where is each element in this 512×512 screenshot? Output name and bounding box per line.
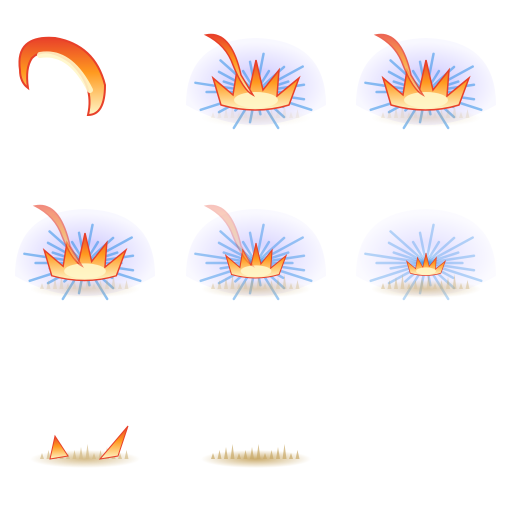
frame-3-impact <box>341 0 512 171</box>
frame-7-embers <box>0 341 171 512</box>
dust-cloud <box>30 444 140 469</box>
fire-streak <box>203 33 255 97</box>
frame-1-fire-streak <box>0 0 171 171</box>
frame-4-canvas <box>15 204 155 300</box>
dust-cloud <box>200 444 311 469</box>
ember-flares <box>49 426 129 461</box>
frame-4-burst <box>0 171 171 342</box>
frame-empty <box>341 341 512 512</box>
frame-7-canvas <box>30 426 140 469</box>
halo-glow <box>356 208 497 296</box>
frame-1-canvas <box>18 36 107 117</box>
frame-8-canvas <box>200 444 311 469</box>
flame-burst <box>406 252 447 276</box>
dust-cloud <box>200 273 311 298</box>
frame-8-dust <box>171 341 342 512</box>
fire-streak <box>18 36 107 117</box>
frame-5-burst <box>171 171 342 342</box>
frame-6-fade <box>341 171 512 342</box>
frame-6-canvas <box>356 208 497 300</box>
dust-cloud <box>30 273 140 298</box>
dust-cloud <box>371 103 482 127</box>
frame-3-canvas <box>356 33 497 130</box>
fire-streak <box>203 204 255 268</box>
frame-5-canvas <box>185 204 326 300</box>
fire-streak <box>32 204 84 268</box>
fire-streak <box>374 33 426 97</box>
dust-cloud <box>200 103 311 127</box>
frame-2-canvas <box>185 33 326 130</box>
frame-2-impact <box>171 0 342 171</box>
dust-cloud <box>371 273 482 298</box>
